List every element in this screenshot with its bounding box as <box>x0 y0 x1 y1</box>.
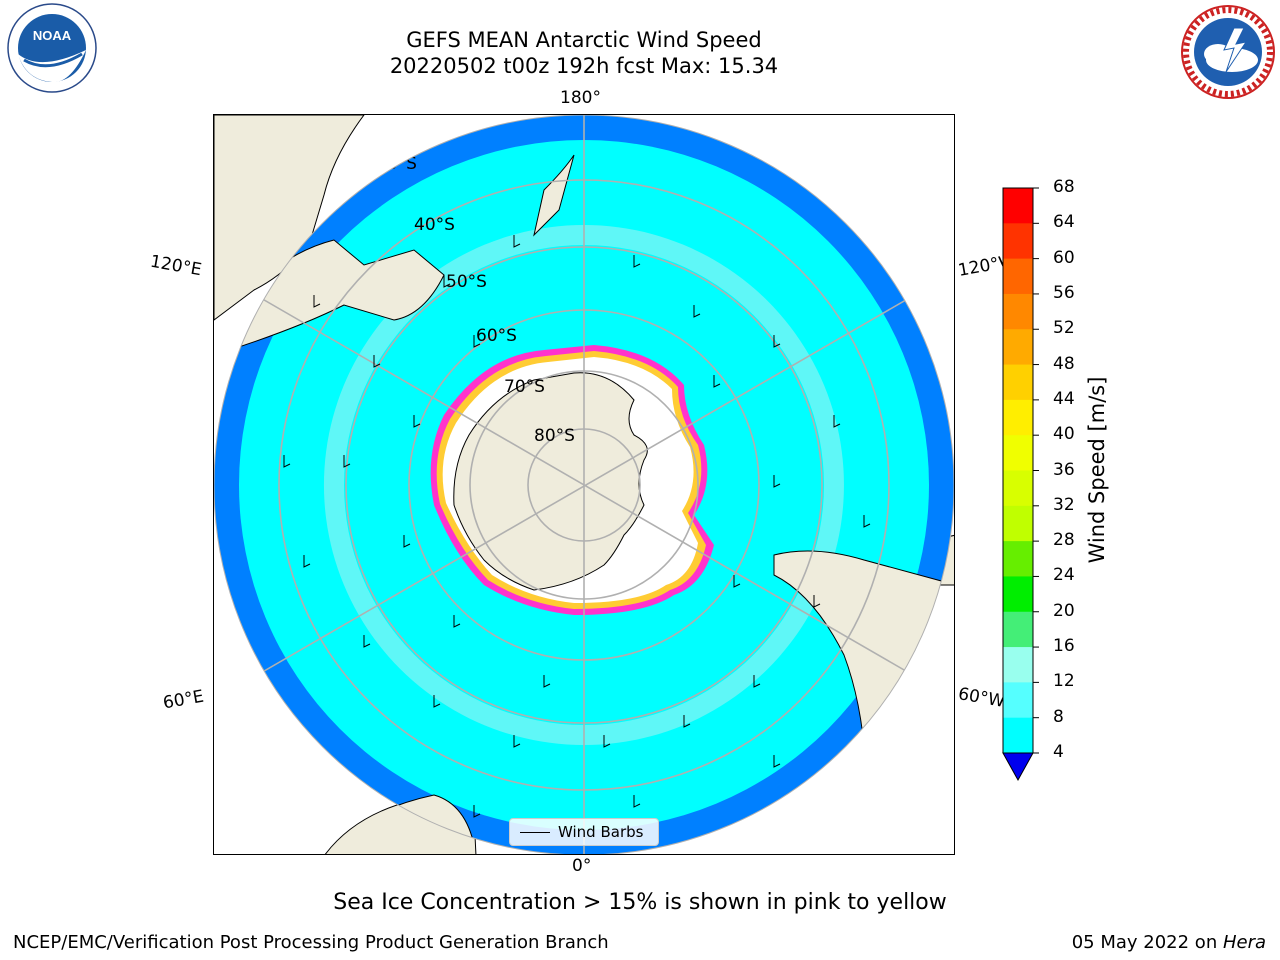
lat-label-80s: 80°S <box>534 426 575 446</box>
colorbar-band <box>1003 223 1033 260</box>
colorbar-tick-label: 24 <box>1053 565 1075 586</box>
colorbar-band <box>1003 647 1033 683</box>
wind-barbs-legend-label: Wind Barbs <box>558 823 644 841</box>
colorbar-tick-label: 60 <box>1053 247 1075 268</box>
colorbar-band <box>1003 399 1033 436</box>
colorbar-tick-label: 56 <box>1053 282 1075 303</box>
lon-label-60e: 60°E <box>161 686 206 714</box>
chart-title: GEFS MEAN Antarctic Wind Speed <box>406 28 762 52</box>
colorbar-tick-label: 64 <box>1053 212 1075 233</box>
lat-label-40s: 40°S <box>414 215 455 235</box>
colorbar-band <box>1003 188 1033 224</box>
wind-barbs <box>283 235 871 818</box>
colorbar-tick-label: 32 <box>1053 494 1075 515</box>
wind-barbs-legend: Wind Barbs <box>509 818 659 846</box>
lon-label-120e: 120°E <box>148 251 204 281</box>
chart-subtitle: 20220502 t00z 192h fcst Max: 15.34 <box>389 54 779 78</box>
national-weather-service-logo-icon <box>1176 2 1280 106</box>
colorbar-tick-label: 28 <box>1053 530 1075 551</box>
wind-barb-legend-swatch <box>520 831 550 833</box>
australia-landmass <box>214 115 365 321</box>
lat-label-60s: 60°S <box>476 326 517 346</box>
footer-host: Hera <box>1222 932 1266 953</box>
lat-label-50s: 50°S <box>446 272 487 292</box>
sea-ice-note: Sea Ice Concentration > 15% is shown in … <box>333 890 947 915</box>
lon-label-180: 180° <box>560 88 601 108</box>
colorbar-extend-arrow <box>1002 752 1034 782</box>
colorbar-band <box>1003 364 1033 401</box>
antarctica <box>453 372 648 591</box>
noaa-logo-icon: NOAA <box>0 2 104 106</box>
wind-speed-colorbar <box>1002 187 1039 782</box>
lon-label-60w: 60°W <box>956 684 1007 712</box>
lat-label-70s: 70°S <box>504 377 545 397</box>
colorbar-band <box>1003 717 1033 754</box>
lon-label-0: 0° <box>572 856 592 876</box>
colorbar-tick-label: 68 <box>1053 177 1075 197</box>
colorbar-label: Wind Speed [m/s] <box>1085 376 1109 564</box>
colorbar-tick-label: 8 <box>1053 706 1064 727</box>
colorbar-band <box>1003 258 1033 295</box>
antarctic-wind-map: 30°S 40°S 50°S 60°S 70°S 80°S <box>213 114 955 855</box>
new-zealand <box>533 154 575 237</box>
footer-date: 05 May 2022 on Hera <box>1072 932 1266 953</box>
colorbar-tick-label: 4 <box>1053 742 1064 762</box>
colorbar-band <box>1003 329 1033 366</box>
colorbar-tick-label: 12 <box>1053 671 1075 692</box>
colorbar-tick-label: 20 <box>1053 600 1075 621</box>
colorbar-band <box>1003 435 1033 471</box>
colorbar-tick-label: 44 <box>1053 388 1075 409</box>
footer-credit: NCEP/EMC/Verification Post Processing Pr… <box>13 932 609 953</box>
colorbar-band <box>1003 611 1033 648</box>
colorbar-band <box>1003 505 1033 542</box>
colorbar-band <box>1003 293 1033 330</box>
footer-date-text: 05 May 2022 on <box>1071 932 1223 953</box>
noaa-logo-text: NOAA <box>33 28 72 43</box>
colorbar-tick-label: 16 <box>1053 636 1075 657</box>
colorbar-tick-label: 52 <box>1053 318 1075 339</box>
colorbar-tick-label: 40 <box>1053 424 1075 445</box>
colorbar-band <box>1003 682 1033 719</box>
colorbar-tick-label: 48 <box>1053 353 1075 374</box>
colorbar-band <box>1003 541 1033 577</box>
colorbar-tick-label: 36 <box>1053 459 1075 480</box>
colorbar-band <box>1003 470 1033 507</box>
colorbar-band <box>1003 576 1033 613</box>
